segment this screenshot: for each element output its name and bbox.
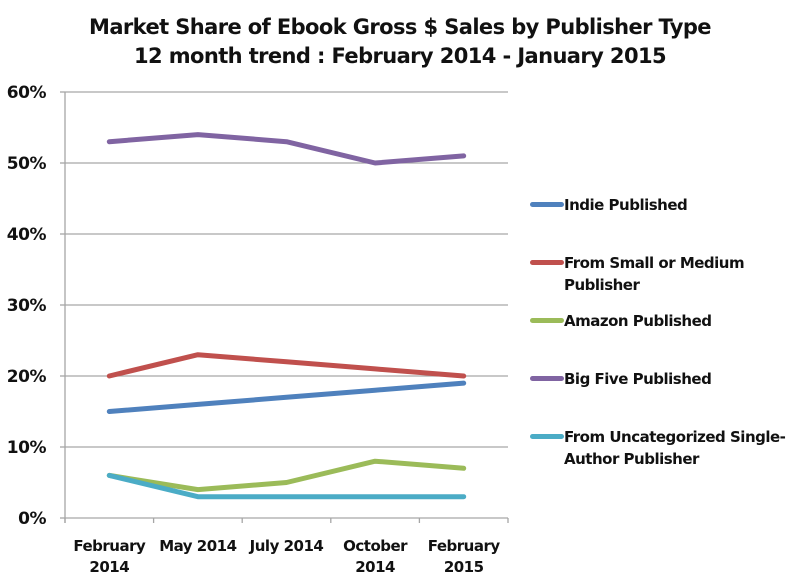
x-tick-label-line: 2015 [444,558,484,576]
gridlines [65,91,508,448]
legend-item: Amazon Published [530,310,789,332]
legend-item: From Uncategorized Single-Author Publish… [530,426,789,470]
legend-swatch [530,202,564,207]
series-line-indie-published [106,380,467,414]
legend-swatch [530,434,564,439]
legend-item: Indie Published [530,194,789,216]
x-axis-labels: February 2014 May 2014 July 2014 October 2014… [73,537,501,576]
series-line-amazon-published [106,458,467,493]
series-line-from-uncategorized-single-author-publisher [106,472,467,500]
x-tick-label-line: February [73,537,146,555]
legend-label: Amazon Published [564,312,712,330]
y-axis-labels: 0% 10% 20% 30% 40% 50% 60% [7,83,47,529]
series-line-from-small-or-medium-publisher [106,352,467,379]
y-tick-label: 50% [7,154,47,174]
y-tick-label: 0% [18,509,46,529]
legend-label: From Uncategorized Single-Author Publish… [564,428,786,468]
legend-item: Big Five Published [530,368,789,390]
x-tick-label-line: 2014 [89,558,129,576]
x-tick-label: February 2014 [73,537,146,576]
x-tick-label-line: July 2014 [249,537,324,555]
y-tick-label: 30% [7,296,47,316]
legend-label: From Small or Medium Publisher [564,254,745,294]
chart-subtitle: 12 month trend : February 2014 - January… [134,44,667,68]
legend-swatch [530,260,564,265]
series-line-big-five-published [106,132,467,166]
legend-swatch [530,318,564,323]
x-tick-label-line: 2014 [355,558,395,576]
x-tick-label: May 2014 [159,537,236,555]
x-tick-label-line: May 2014 [159,537,236,555]
axes [60,91,509,523]
y-tick-label: 40% [7,225,47,245]
chart-title-block: Market Share of Ebook Gross $ Sales by P… [0,13,800,71]
y-tick-label: 60% [7,83,47,103]
x-tick-label-line: February [428,537,501,555]
legend-label: Big Five Published [564,370,712,388]
x-tick-label-line: October [343,537,408,555]
legend-label: Indie Published [564,196,688,214]
legend-item: From Small or Medium Publisher [530,252,789,296]
x-tick-label: October 2014 [343,537,408,576]
x-tick-label: July 2014 [249,537,324,555]
chart-title: Market Share of Ebook Gross $ Sales by P… [89,15,712,39]
x-tick-label: February 2015 [428,537,501,576]
y-tick-label: 10% [7,438,47,458]
legend-swatch [530,376,564,381]
y-tick-label: 20% [7,367,47,387]
series-lines [106,132,467,500]
